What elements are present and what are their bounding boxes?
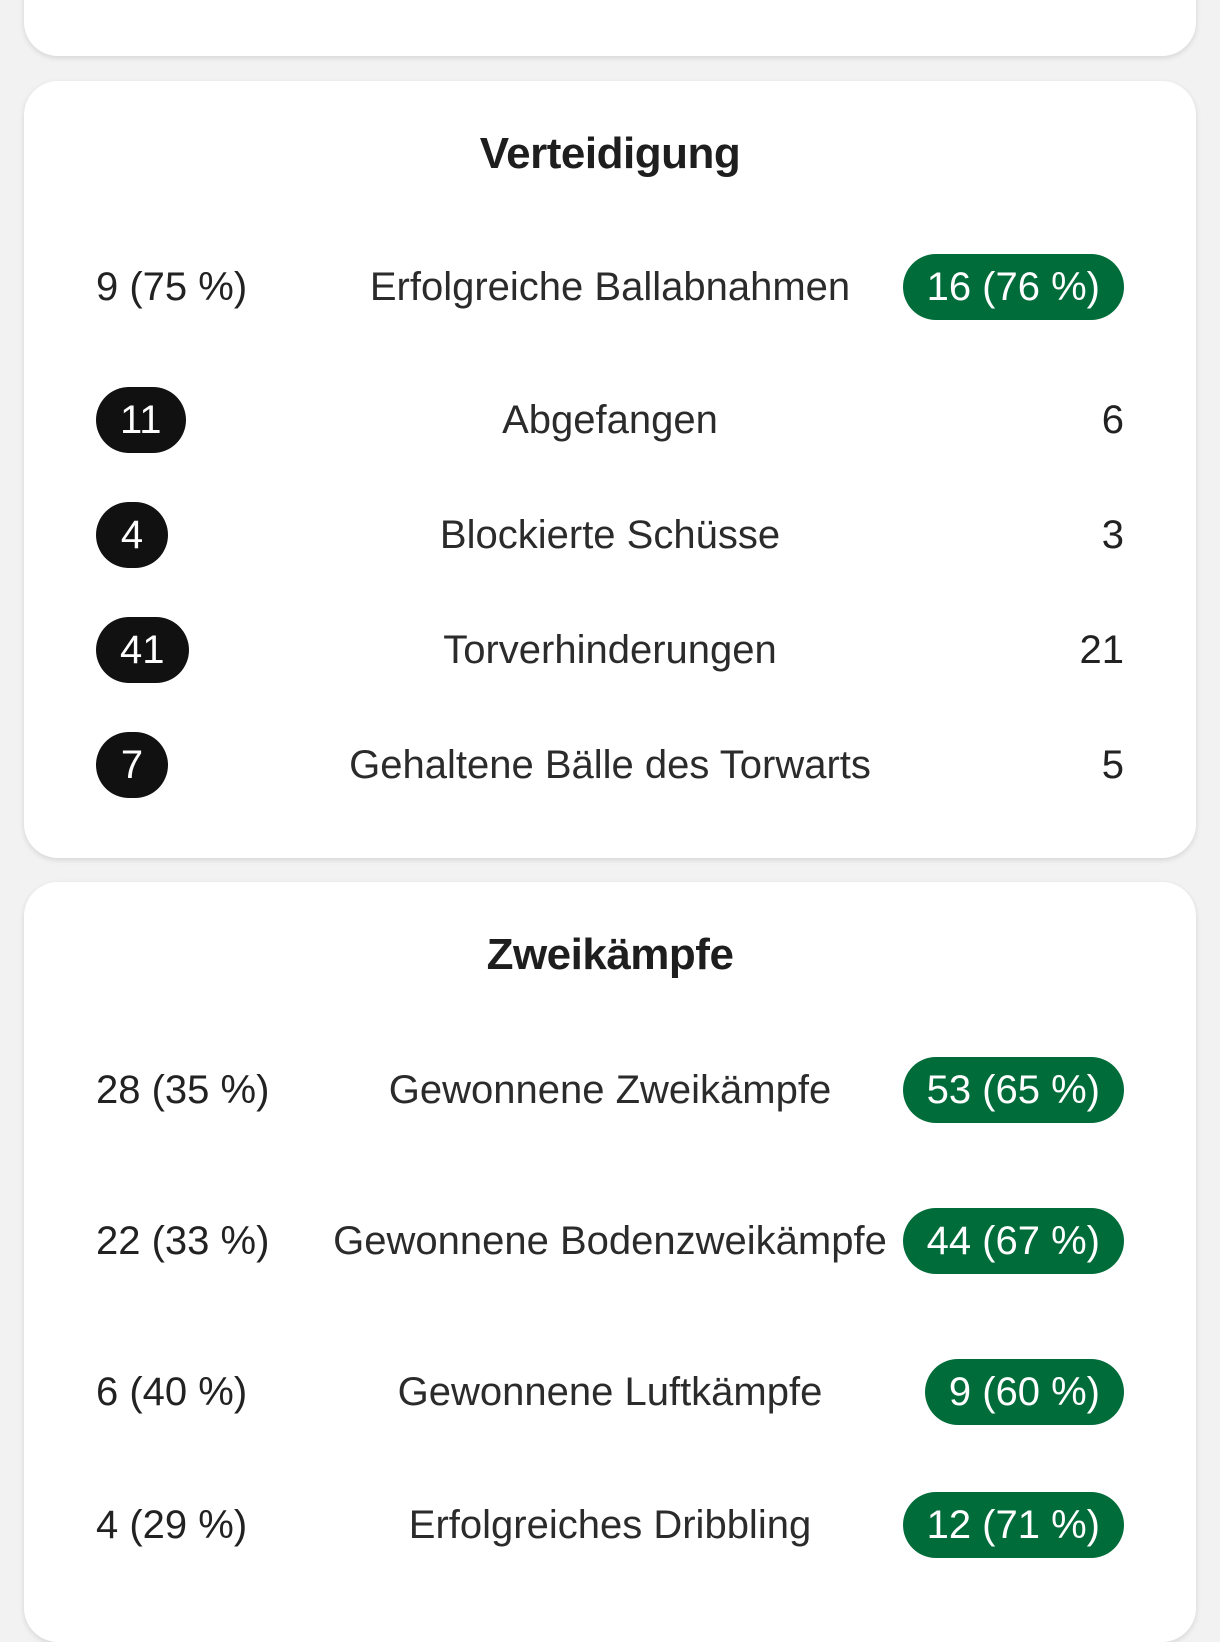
defense-stats-card: Verteidigung 9 (75 %) Erfolgreiche Balla… [24, 81, 1196, 858]
away-value: 3 [1101, 513, 1124, 557]
stat-label: Erfolgreiche Ballabnahmen [369, 265, 851, 309]
previous-stats-card [24, 0, 1196, 56]
winner-badge: 9 (60 %) [924, 1359, 1124, 1425]
stat-row-ground-duels-won: 22 (33 %) Gewonnene Bodenzweikämpfe 44 (… [24, 1191, 1196, 1291]
away-value-highlight: 12 (71 %) [902, 1492, 1124, 1558]
home-value: 4 (29 %) [96, 1503, 248, 1547]
away-value-highlight: 16 (76 %) [902, 254, 1124, 320]
away-value: 21 [1079, 628, 1125, 672]
stat-row-successful-dribbles: 4 (29 %) Erfolgreiches Dribbling 12 (71 … [24, 1475, 1196, 1575]
home-value: 22 (33 %) [96, 1219, 270, 1263]
winner-badge: 16 (76 %) [902, 254, 1124, 320]
stat-row-clearances: 41 Torverhinderungen 21 [24, 600, 1196, 700]
stat-row-goalkeeper-saves: 7 Gehaltene Bälle des Torwarts 5 [24, 715, 1196, 815]
stat-row-tackles: 9 (75 %) Erfolgreiche Ballabnahmen 16 (7… [24, 237, 1196, 337]
winner-badge: 44 (67 %) [902, 1208, 1124, 1274]
home-value: 28 (35 %) [96, 1068, 270, 1112]
stat-label: Gehaltene Bälle des Torwarts [349, 743, 871, 787]
away-value-highlight: 9 (60 %) [924, 1359, 1124, 1425]
stat-label: Erfolgreiches Dribbling [408, 1503, 812, 1547]
home-value: 9 (75 %) [96, 265, 248, 309]
home-value-highlight: 41 [96, 617, 189, 683]
duels-stats-card: Zweikämpfe 28 (35 %) Gewonnene Zweikämpf… [24, 882, 1196, 1642]
home-value-highlight: 7 [96, 732, 168, 798]
stat-row-duels-won: 28 (35 %) Gewonnene Zweikämpfe 53 (65 %) [24, 1040, 1196, 1140]
stat-label: Torverhinderungen [443, 628, 777, 672]
home-value-highlight: 4 [96, 502, 168, 568]
stat-label: Gewonnene Zweikämpfe [388, 1068, 832, 1112]
stat-label: Gewonnene Bodenzweikämpfe [333, 1219, 887, 1263]
away-value: 6 [1101, 398, 1124, 442]
defense-section-title: Verteidigung [479, 129, 741, 178]
winner-badge: 7 [96, 732, 168, 798]
stat-label: Blockierte Schüsse [439, 513, 781, 557]
away-value-highlight: 53 (65 %) [902, 1057, 1124, 1123]
winner-badge: 41 [96, 617, 189, 683]
stat-row-blocked-shots: 4 Blockierte Schüsse 3 [24, 485, 1196, 585]
stat-label: Gewonnene Luftkämpfe [397, 1370, 823, 1414]
away-value-highlight: 44 (67 %) [902, 1208, 1124, 1274]
stat-row-interceptions: 11 Abgefangen 6 [24, 370, 1196, 470]
duels-section-title: Zweikämpfe [486, 930, 734, 979]
away-value: 5 [1101, 743, 1124, 787]
winner-badge: 4 [96, 502, 168, 568]
stat-row-aerial-duels-won: 6 (40 %) Gewonnene Luftkämpfe 9 (60 %) [24, 1342, 1196, 1442]
winner-badge: 11 [96, 387, 186, 453]
home-value-highlight: 11 [96, 387, 186, 453]
winner-badge: 12 (71 %) [902, 1492, 1124, 1558]
stat-label: Abgefangen [502, 398, 718, 442]
home-value: 6 (40 %) [96, 1370, 248, 1414]
winner-badge: 53 (65 %) [902, 1057, 1124, 1123]
